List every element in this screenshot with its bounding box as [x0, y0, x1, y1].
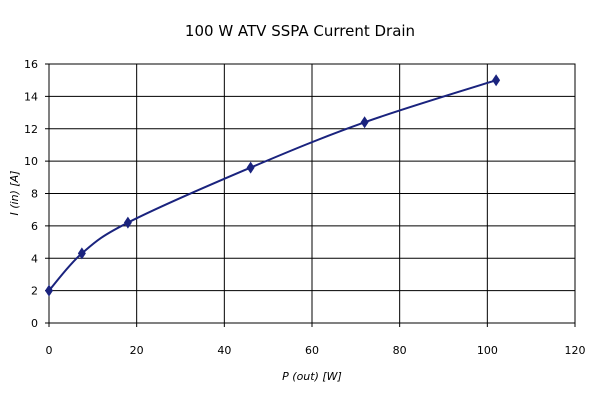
x-tick-label: 0 — [46, 344, 53, 357]
data-point-marker — [246, 161, 255, 174]
y-axis-ticks: 0 2 4 6 8 10 12 14 16 — [24, 58, 49, 330]
y-tick-label: 12 — [24, 123, 38, 136]
x-axis-ticks: 0 20 40 60 80 100 120 — [46, 323, 586, 357]
series-markers — [45, 74, 501, 297]
x-tick-label: 40 — [217, 344, 231, 357]
y-tick-label: 16 — [24, 58, 38, 71]
chart-title: 100 W ATV SSPA Current Drain — [185, 22, 415, 40]
x-tick-label: 80 — [393, 344, 407, 357]
x-tick-label: 120 — [565, 344, 586, 357]
y-tick-label: 0 — [31, 317, 38, 330]
y-tick-label: 14 — [24, 90, 38, 103]
x-tick-label: 60 — [305, 344, 319, 357]
x-axis-label: P (out) [W] — [282, 370, 342, 383]
series-line — [48, 79, 497, 292]
data-point-marker — [492, 74, 501, 87]
x-tick-label: 20 — [130, 344, 144, 357]
y-tick-label: 8 — [31, 188, 38, 201]
y-tick-label: 4 — [31, 252, 38, 265]
data-point-marker — [77, 247, 86, 260]
y-tick-label: 10 — [24, 155, 38, 168]
data-point-marker — [45, 284, 53, 297]
y-axis-label: I (in) [A] — [8, 171, 21, 216]
data-point-marker — [123, 216, 132, 229]
grid — [49, 64, 575, 323]
data-point-marker — [360, 116, 369, 129]
y-tick-label: 6 — [31, 220, 38, 233]
y-tick-label: 2 — [31, 285, 38, 298]
x-tick-label: 100 — [477, 344, 498, 357]
